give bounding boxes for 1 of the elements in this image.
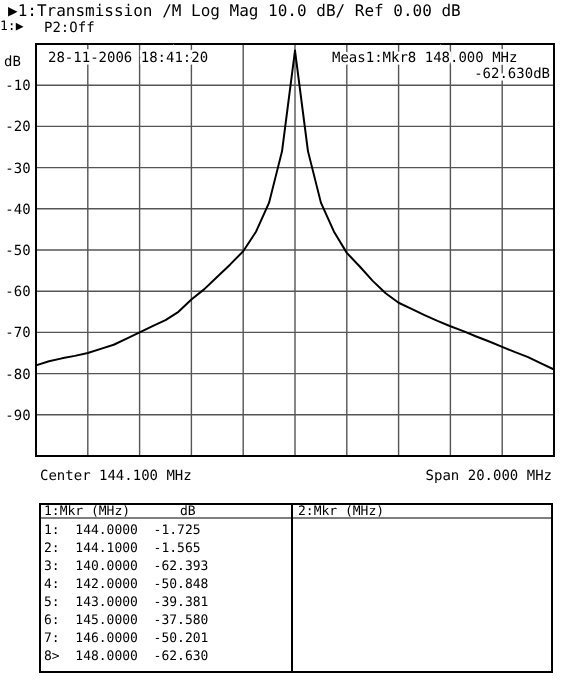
chart-title: ▶1:Transmission /M Log Mag 10.0 dB/ Ref 0.00 dB xyxy=(8,2,462,20)
